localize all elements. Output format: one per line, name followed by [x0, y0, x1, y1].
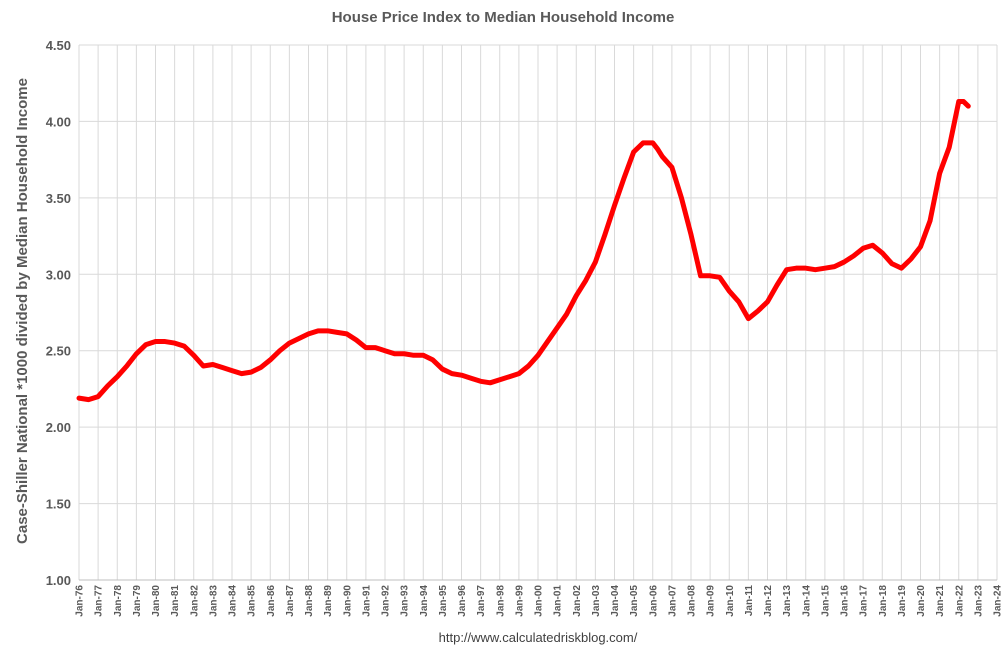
y-tick-label: 1.50 — [46, 497, 71, 512]
series-line — [76, 99, 971, 403]
x-tick-label: Jan-18 — [878, 585, 889, 617]
y-axis-ticks: 1.00 1.50 2.00 2.50 3.00 3.50 4.00 4.50 — [46, 38, 71, 588]
x-tick-label: Jan-02 — [572, 585, 583, 617]
x-tick-label: Jan-82 — [189, 585, 200, 617]
x-tick-label: Jan-23 — [973, 585, 984, 617]
y-tick-label: 3.00 — [46, 267, 71, 282]
x-tick-label: Jan-84 — [228, 585, 239, 617]
x-tick-label: Jan-20 — [916, 585, 927, 617]
y-tick-label: 3.50 — [46, 191, 71, 206]
x-tick-label: Jan-94 — [419, 585, 430, 617]
x-tick-label: Jan-92 — [381, 585, 392, 617]
grid-lines — [78, 44, 998, 581]
x-tick-label: Jan-14 — [801, 585, 812, 617]
x-tick-label: Jan-79 — [132, 585, 143, 617]
x-tick-label: Jan-97 — [476, 585, 487, 617]
x-tick-label: Jan-83 — [208, 585, 219, 617]
x-tick-label: Jan-11 — [744, 585, 755, 617]
x-tick-label: Jan-10 — [725, 585, 736, 617]
x-tick-label: Jan-00 — [534, 585, 545, 617]
x-tick-label: Jan-17 — [859, 585, 870, 617]
x-tick-label: Jan-88 — [304, 585, 315, 617]
series-group — [76, 99, 971, 403]
x-tick-label: Jan-91 — [361, 585, 372, 617]
x-tick-label: Jan-95 — [438, 585, 449, 617]
y-tick-label: 4.50 — [46, 38, 71, 53]
x-tick-label: Jan-08 — [687, 585, 698, 617]
x-tick-label: Jan-16 — [840, 585, 851, 617]
y-axis-label: Case-Shiller National *1000 divided by M… — [14, 78, 31, 544]
x-tick-label: Jan-90 — [342, 585, 353, 617]
y-tick-label: 2.00 — [46, 420, 71, 435]
x-tick-label: Jan-15 — [820, 585, 831, 617]
x-tick-label: Jan-01 — [553, 585, 564, 617]
x-tick-label: Jan-93 — [400, 585, 411, 617]
x-tick-label: Jan-78 — [113, 585, 124, 617]
chart-title: House Price Index to Median Household In… — [332, 9, 675, 26]
x-tick-label: Jan-77 — [94, 585, 105, 617]
x-tick-label: Jan-85 — [247, 585, 258, 617]
y-tick-label: 4.00 — [46, 114, 71, 129]
x-tick-label: Jan-80 — [151, 585, 162, 617]
x-tick-label: Jan-24 — [993, 585, 1004, 617]
x-tick-label: Jan-05 — [629, 585, 640, 617]
x-tick-label: Jan-87 — [285, 585, 296, 617]
x-tick-label: Jan-09 — [706, 585, 717, 617]
source-url: http://www.calculatedriskblog.com/ — [439, 630, 638, 645]
x-tick-label: Jan-22 — [954, 585, 965, 617]
x-tick-label: Jan-21 — [935, 585, 946, 617]
x-tick-label: Jan-98 — [495, 585, 506, 617]
x-tick-label: Jan-03 — [591, 585, 602, 617]
y-tick-label: 1.00 — [46, 573, 71, 588]
x-tick-label: Jan-12 — [763, 585, 774, 617]
x-axis-ticks: Jan-76 Jan-77 Jan-78 Jan-79 Jan-80 Jan-81 Jan-… — [75, 585, 1004, 617]
x-tick-label: Jan-96 — [457, 585, 468, 617]
x-tick-label: Jan-07 — [667, 585, 678, 617]
y-tick-label: 2.50 — [46, 344, 71, 359]
x-tick-label: Jan-86 — [266, 585, 277, 617]
x-tick-label: Jan-19 — [897, 585, 908, 617]
x-tick-label: Jan-04 — [610, 585, 621, 617]
x-tick-label: Jan-89 — [323, 585, 334, 617]
x-tick-label: Jan-81 — [170, 585, 181, 617]
x-tick-label: Jan-06 — [648, 585, 659, 617]
x-tick-label: Jan-76 — [75, 585, 86, 617]
x-tick-label: Jan-99 — [514, 585, 525, 617]
x-tick-label: Jan-13 — [782, 585, 793, 617]
